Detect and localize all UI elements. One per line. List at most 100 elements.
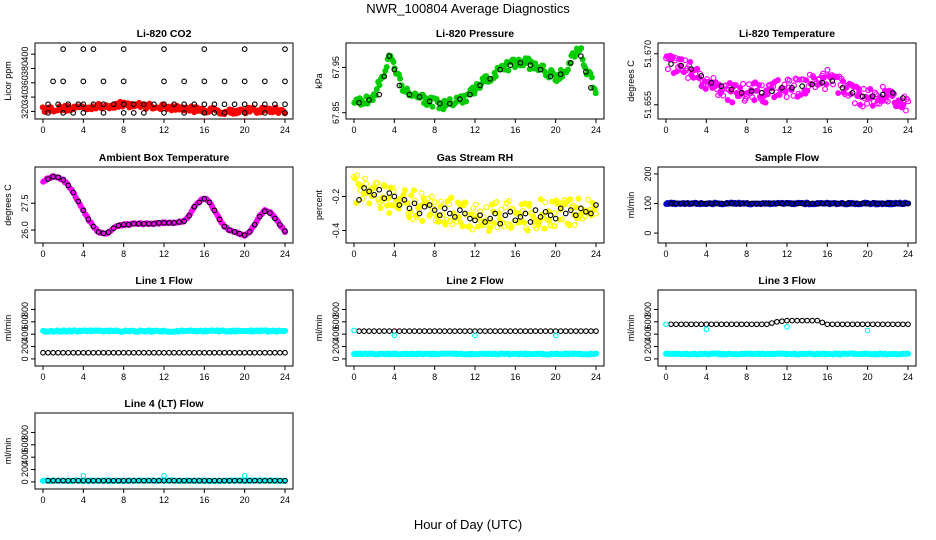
data-point — [737, 84, 744, 91]
data-point — [505, 67, 512, 74]
data-point — [130, 110, 137, 116]
data-point — [396, 202, 403, 208]
data-point — [65, 182, 72, 189]
series-box-temp-avg — [45, 173, 288, 238]
data-point — [859, 93, 866, 100]
data-point — [483, 204, 490, 211]
data-point — [95, 349, 102, 356]
data-point — [864, 327, 871, 334]
data-point — [191, 101, 198, 108]
data-point — [231, 228, 238, 235]
data-point — [272, 349, 278, 356]
panel-8: Line 2 Flow ml/min 0 4 8 12 16 20 24 0 20040060080… — [314, 275, 605, 382]
x-tick-label: 12 — [470, 125, 480, 135]
data-point — [758, 82, 765, 89]
data-point — [492, 73, 499, 80]
y-tick-label: 320 — [20, 104, 30, 119]
data-point — [100, 230, 107, 237]
y-tick-label: 600 — [331, 314, 341, 329]
data-point — [567, 196, 574, 203]
data-point — [261, 101, 268, 108]
data-point — [477, 208, 484, 215]
data-point — [181, 101, 188, 108]
series-rh-avg — [356, 185, 599, 227]
data-point — [758, 90, 765, 96]
data-point — [578, 53, 584, 59]
x-tick-label: 24 — [903, 249, 913, 259]
data-point — [416, 94, 423, 100]
data-point — [282, 477, 288, 484]
data-point — [879, 321, 886, 328]
y-tick-label: 200 — [643, 166, 653, 181]
data-point — [446, 201, 453, 208]
x-tick-label: 20 — [240, 372, 250, 382]
x-tick-label: 24 — [280, 125, 290, 135]
x-tick-label: 4 — [81, 495, 86, 505]
data-point — [462, 328, 468, 334]
data-point — [472, 201, 479, 208]
x-tick-label: 12 — [470, 372, 480, 382]
data-point — [748, 321, 755, 328]
data-point — [374, 180, 381, 187]
data-point — [110, 101, 117, 108]
data-point — [537, 328, 544, 334]
plot-frame — [34, 166, 294, 244]
data-point — [426, 328, 433, 334]
x-tick-label: 8 — [121, 372, 126, 382]
x-tick-label: 16 — [199, 495, 209, 505]
x-tick-label: 20 — [863, 249, 873, 259]
data-point — [794, 317, 800, 324]
data-point — [740, 80, 747, 87]
data-point — [733, 321, 740, 328]
data-point — [241, 110, 248, 116]
data-point — [703, 326, 710, 333]
data-area — [40, 173, 289, 239]
series-line-2-flow-cyan — [351, 350, 600, 358]
data-point — [120, 101, 127, 108]
data-point — [226, 227, 233, 233]
y-tick-label: 200 — [643, 339, 653, 354]
y-tick-label: 400 — [20, 327, 30, 342]
data-point — [498, 206, 505, 213]
data-point — [282, 46, 288, 52]
data-point — [100, 349, 107, 356]
data-point — [366, 97, 372, 103]
data-point — [241, 232, 248, 238]
data-point — [824, 66, 831, 73]
data-point — [55, 101, 61, 108]
x-tick-label: 0 — [40, 495, 45, 505]
data-point — [428, 193, 435, 200]
x-tick-label: 12 — [470, 249, 480, 259]
data-point — [65, 349, 72, 356]
data-point — [517, 328, 524, 334]
data-point — [421, 203, 428, 210]
y-tick-label: 51.670 — [643, 40, 653, 68]
data-point — [216, 216, 223, 223]
data-point — [840, 78, 847, 85]
panel-title: Line 4 (LT) Flow — [124, 398, 204, 410]
data-point — [578, 45, 585, 52]
data-point — [120, 46, 127, 52]
x-tick-label: 0 — [663, 249, 668, 259]
data-point — [282, 101, 288, 108]
y-tick-label: 400 — [20, 47, 30, 62]
panel-title: Li-820 CO2 — [137, 28, 192, 40]
data-point — [859, 321, 866, 328]
data-point — [381, 195, 388, 202]
data-point — [724, 96, 731, 103]
data-point — [874, 321, 881, 328]
data-point — [491, 220, 498, 227]
data-point — [216, 349, 223, 356]
y-axis-label: kPa — [314, 73, 324, 89]
data-point — [786, 77, 793, 84]
data-point — [683, 321, 690, 328]
data-point — [206, 349, 213, 356]
data-point — [386, 190, 393, 196]
data-point — [497, 328, 504, 334]
data-point — [383, 64, 390, 71]
data-point — [585, 196, 592, 203]
data-point — [366, 200, 373, 207]
data-area — [663, 52, 912, 114]
data-point — [256, 349, 263, 356]
x-tick-label: 12 — [782, 125, 792, 135]
